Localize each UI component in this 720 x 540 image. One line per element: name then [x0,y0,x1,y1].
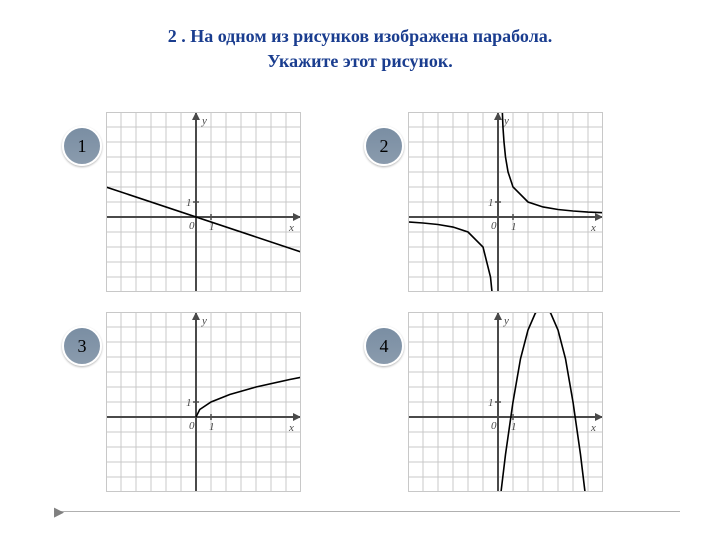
chart-panel-4: 0 1 1 y x [408,312,603,492]
svg-text:x: x [288,422,294,434]
svg-text:x: x [288,222,294,234]
title-line-2: Укажите этот рисунок. [267,51,452,71]
title-line-1: 2 . На одном из рисунков изображена пара… [168,26,553,46]
svg-text:0: 0 [491,420,497,432]
svg-text:y: y [503,115,509,127]
svg-text:0: 0 [189,420,195,432]
chart-panel-3: 0 1 1 y x [106,312,301,492]
svg-text:1: 1 [186,397,192,409]
chart-panel-1: 011yx [106,112,301,292]
answer-badge-2[interactable]: 2 [364,126,404,166]
svg-text:1: 1 [209,421,215,433]
svg-text:y: y [503,315,509,327]
svg-text:1: 1 [511,221,517,233]
svg-text:x: x [590,422,596,434]
footer-divider [54,511,680,512]
svg-text:0: 0 [491,220,497,232]
svg-text:1: 1 [488,197,494,209]
svg-text:1: 1 [186,197,192,209]
answer-badge-1[interactable]: 1 [62,126,102,166]
question-title: 2 . На одном из рисунков изображена пара… [0,0,720,74]
answer-badge-3[interactable]: 3 [62,326,102,366]
chart-panel-2: 0 1 1 y x [408,112,603,292]
svg-text:1: 1 [488,397,494,409]
svg-text:1: 1 [511,421,517,433]
answer-badge-4[interactable]: 4 [364,326,404,366]
svg-text:y: y [201,115,207,127]
footer-arrow-icon: ▶ [54,504,64,520]
svg-text:y: y [201,315,207,327]
svg-text:x: x [590,222,596,234]
svg-text:0: 0 [189,220,195,232]
